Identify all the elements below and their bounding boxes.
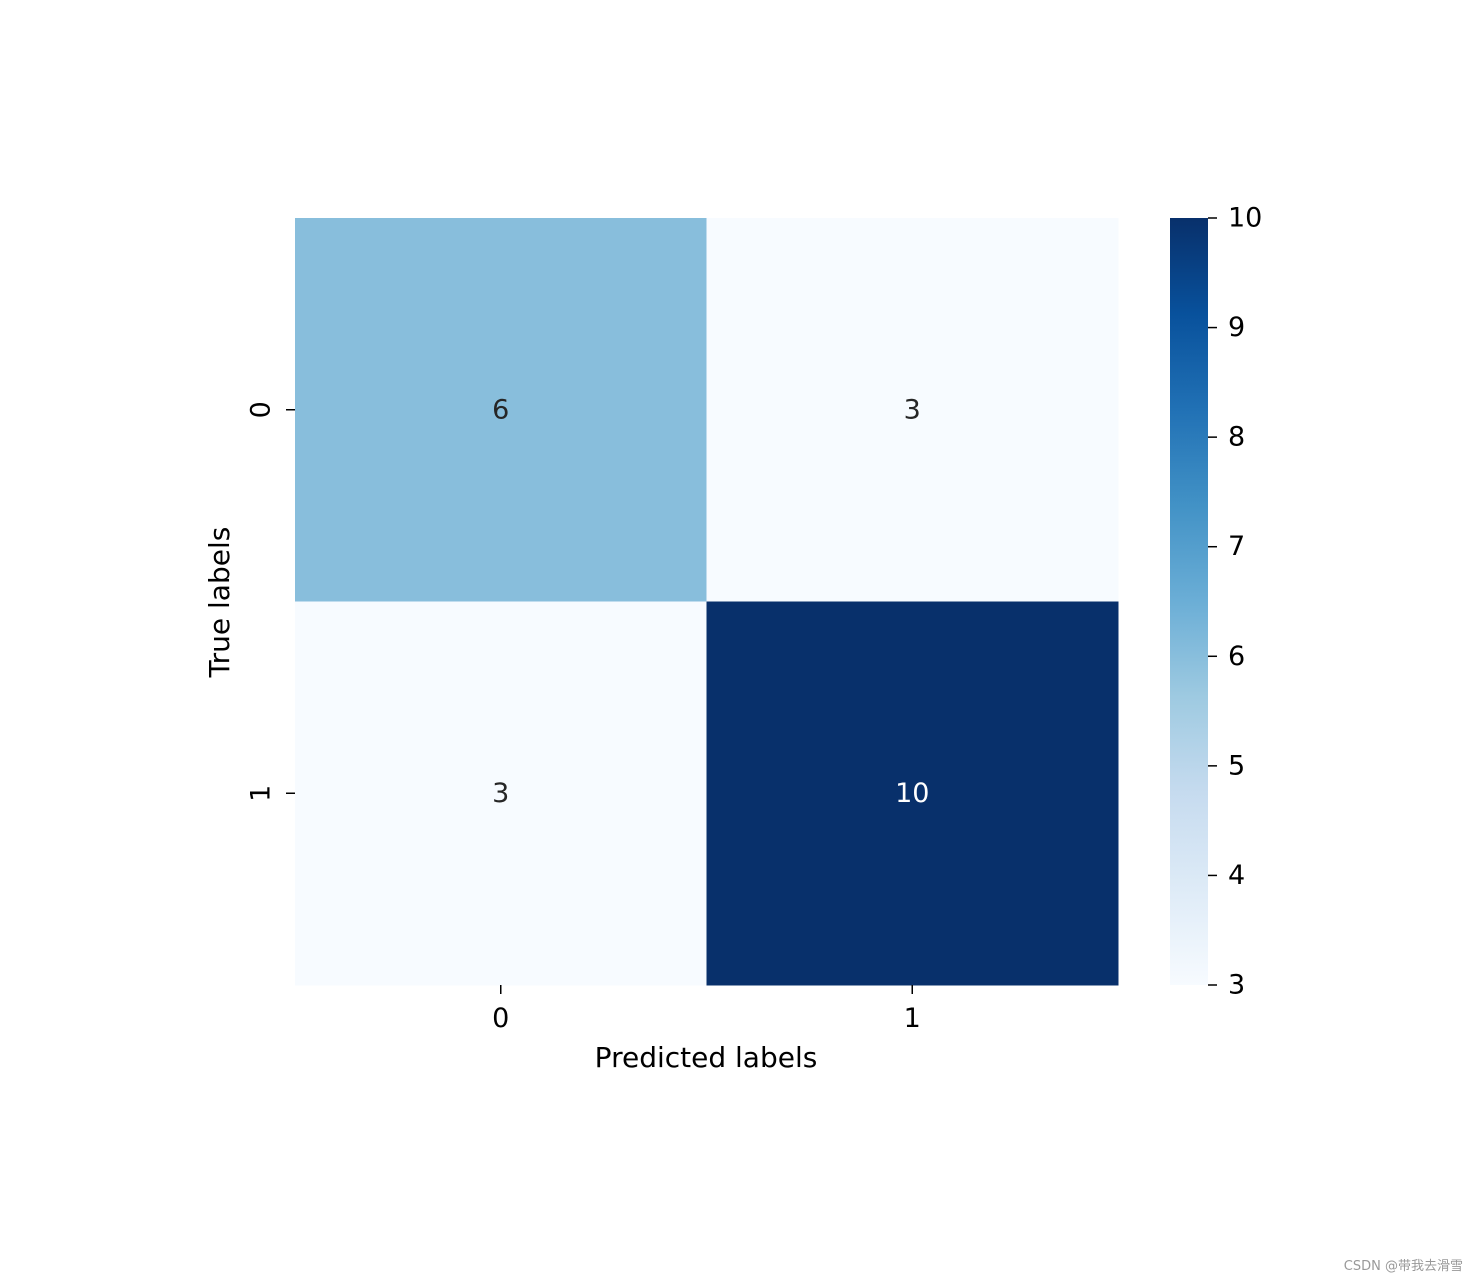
heatmap-cell-labels: 6 3 3 10: [492, 394, 929, 809]
heatmap-cell: [706, 601, 1119, 986]
x-axis-label: Predicted labels: [595, 1041, 818, 1074]
colorbar-tick-label: 3: [1228, 970, 1245, 1001]
x-tick-label: 0: [492, 1003, 509, 1034]
x-tick-label: 1: [904, 1003, 921, 1034]
heatmap-cell: [706, 218, 1119, 602]
colorbar-tick-label: 9: [1228, 312, 1245, 343]
y-tick-label: 1: [246, 785, 277, 802]
y-tick-label: 0: [246, 401, 277, 418]
colorbar-tick-label: 7: [1228, 531, 1245, 562]
colorbar-ticks: 3 4 5 6 7 8 9 10: [1208, 203, 1262, 1001]
y-axis-label: True labels: [203, 527, 236, 679]
cell-value-label: 10: [895, 778, 929, 809]
colorbar-tick-label: 10: [1228, 203, 1262, 234]
watermark: CSDN @带我去滑雪: [1343, 1259, 1463, 1274]
cell-value-label: 6: [492, 394, 509, 425]
y-axis-ticks: 01: [246, 401, 295, 802]
colorbar-tick-label: 4: [1228, 860, 1245, 891]
heatmap-cells: [295, 218, 1119, 986]
colorbar-tick-label: 5: [1228, 750, 1245, 781]
colorbar: [1170, 218, 1208, 985]
colorbar-tick-label: 6: [1228, 641, 1245, 672]
cell-value-label: 3: [492, 778, 509, 809]
colorbar-tick-label: 8: [1228, 422, 1245, 453]
cell-value-label: 3: [904, 394, 921, 425]
heatmap-cell: [295, 601, 707, 986]
heatmap-cell: [295, 218, 707, 602]
